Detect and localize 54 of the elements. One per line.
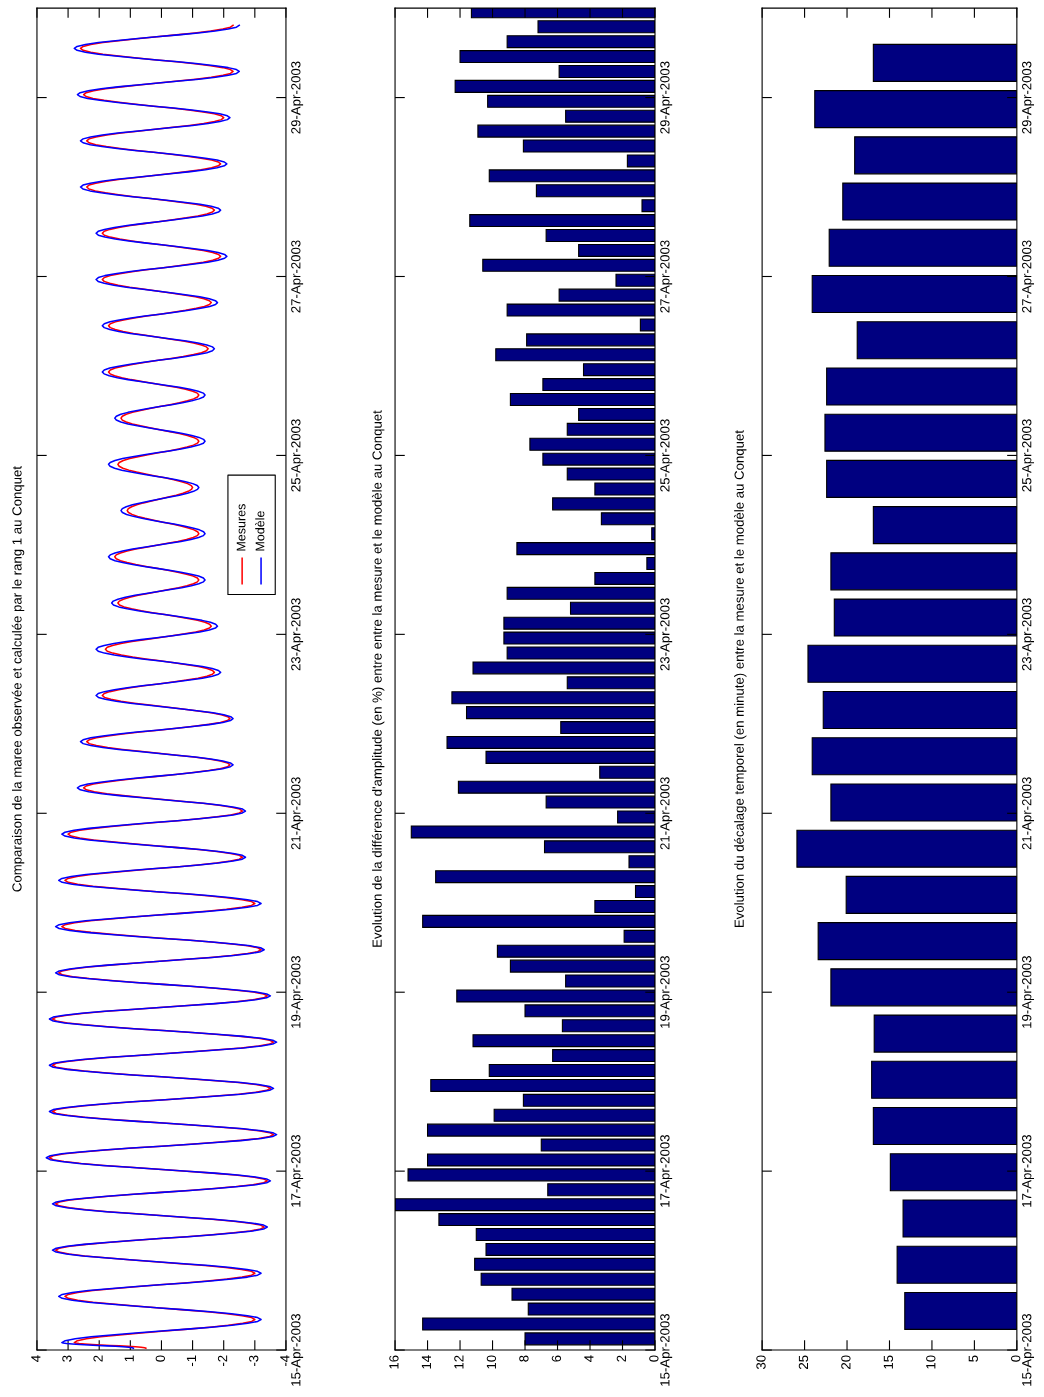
x-tick-label: 25: [798, 1355, 809, 1369]
x-tick-label: 20: [841, 1355, 851, 1369]
y-tick-label: 25-Apr-2003: [1022, 419, 1035, 492]
y-tick-label: 23-Apr-2003: [660, 598, 673, 671]
x-tick-label: 10: [486, 1355, 497, 1369]
y-tick-label: 25-Apr-2003: [291, 419, 304, 492]
x-tick-label: 0: [649, 1355, 659, 1362]
y-tick-label: 19-Apr-2003: [291, 956, 304, 1028]
y-tick-label: 15-Apr-2003: [291, 1313, 304, 1386]
y-tick-label: 19-Apr-2003: [1022, 956, 1035, 1028]
x-tick-label: -3: [249, 1355, 259, 1367]
text: Comparaison de la maree observée et calculée par le rang 1 au Conquet: [11, 466, 25, 892]
y-tick-label: 27-Apr-2003: [291, 240, 304, 313]
text: Evolution de la différence d'amplitude (en %) entre entre la mesure et le modèle au Conquet: [371, 410, 385, 947]
y-tick-label: 17-Apr-2003: [291, 1135, 304, 1207]
y-tick-label: 29-Apr-2003: [660, 61, 673, 134]
x-tick-label: -1: [186, 1355, 196, 1367]
y-tick-label: 25-Apr-2003: [660, 419, 673, 492]
x-tick-label: 14: [421, 1355, 431, 1369]
x-tick-label: 4: [31, 1355, 41, 1362]
x-tick-label: 15: [883, 1355, 894, 1369]
x-tick-label: 6: [551, 1355, 562, 1362]
y-tick-label: 17-Apr-2003: [1022, 1135, 1035, 1207]
y-tick-label: 27-Apr-2003: [1022, 240, 1035, 313]
x-tick-label: 30: [756, 1355, 766, 1370]
x-tick-label: 10: [926, 1355, 936, 1369]
y-tick-label: 29-Apr-2003: [291, 61, 304, 134]
y-tick-label: 23-Apr-2003: [1022, 598, 1035, 671]
x-tick-label: 1: [124, 1355, 134, 1362]
y-tick-label: 21-Apr-2003: [1022, 777, 1035, 850]
y-tick-label: 29-Apr-2003: [1022, 61, 1035, 134]
y-tick-label: 23-Apr-2003: [291, 598, 304, 671]
y-tick-label: 15-Apr-2003: [1022, 1313, 1035, 1386]
x-tick-label: 12: [454, 1355, 464, 1369]
y-tick-label: 27-Apr-2003: [660, 240, 673, 313]
y-tick-label: 19-Apr-2003: [660, 956, 673, 1028]
y-tick-label: 17-Apr-2003: [660, 1135, 673, 1207]
text: Mesures: [236, 504, 246, 551]
y-tick-label: 15-Apr-2003: [660, 1313, 673, 1386]
x-tick-label: 3: [62, 1355, 72, 1362]
x-tick-label: 2: [93, 1355, 103, 1362]
x-tick-label: -2: [217, 1355, 228, 1367]
x-tick-label: 2: [616, 1355, 626, 1362]
x-tick-label: 0: [155, 1355, 165, 1362]
y-tick-label: 21-Apr-2003: [660, 777, 673, 850]
text: Modèle: [255, 511, 265, 551]
x-tick-label: -4: [280, 1355, 290, 1367]
x-tick-label: 5: [968, 1355, 978, 1362]
x-tick-label: 0: [1011, 1355, 1021, 1362]
y-tick-label: 21-Apr-2003: [291, 777, 304, 850]
x-tick-label: 4: [584, 1355, 594, 1362]
x-tick-label: 8: [519, 1355, 529, 1362]
x-tick-label: 16: [389, 1355, 399, 1369]
text: Evolution du décalage temporel (en minute) entre la mesure et le modèle au Conquet: [733, 430, 747, 927]
